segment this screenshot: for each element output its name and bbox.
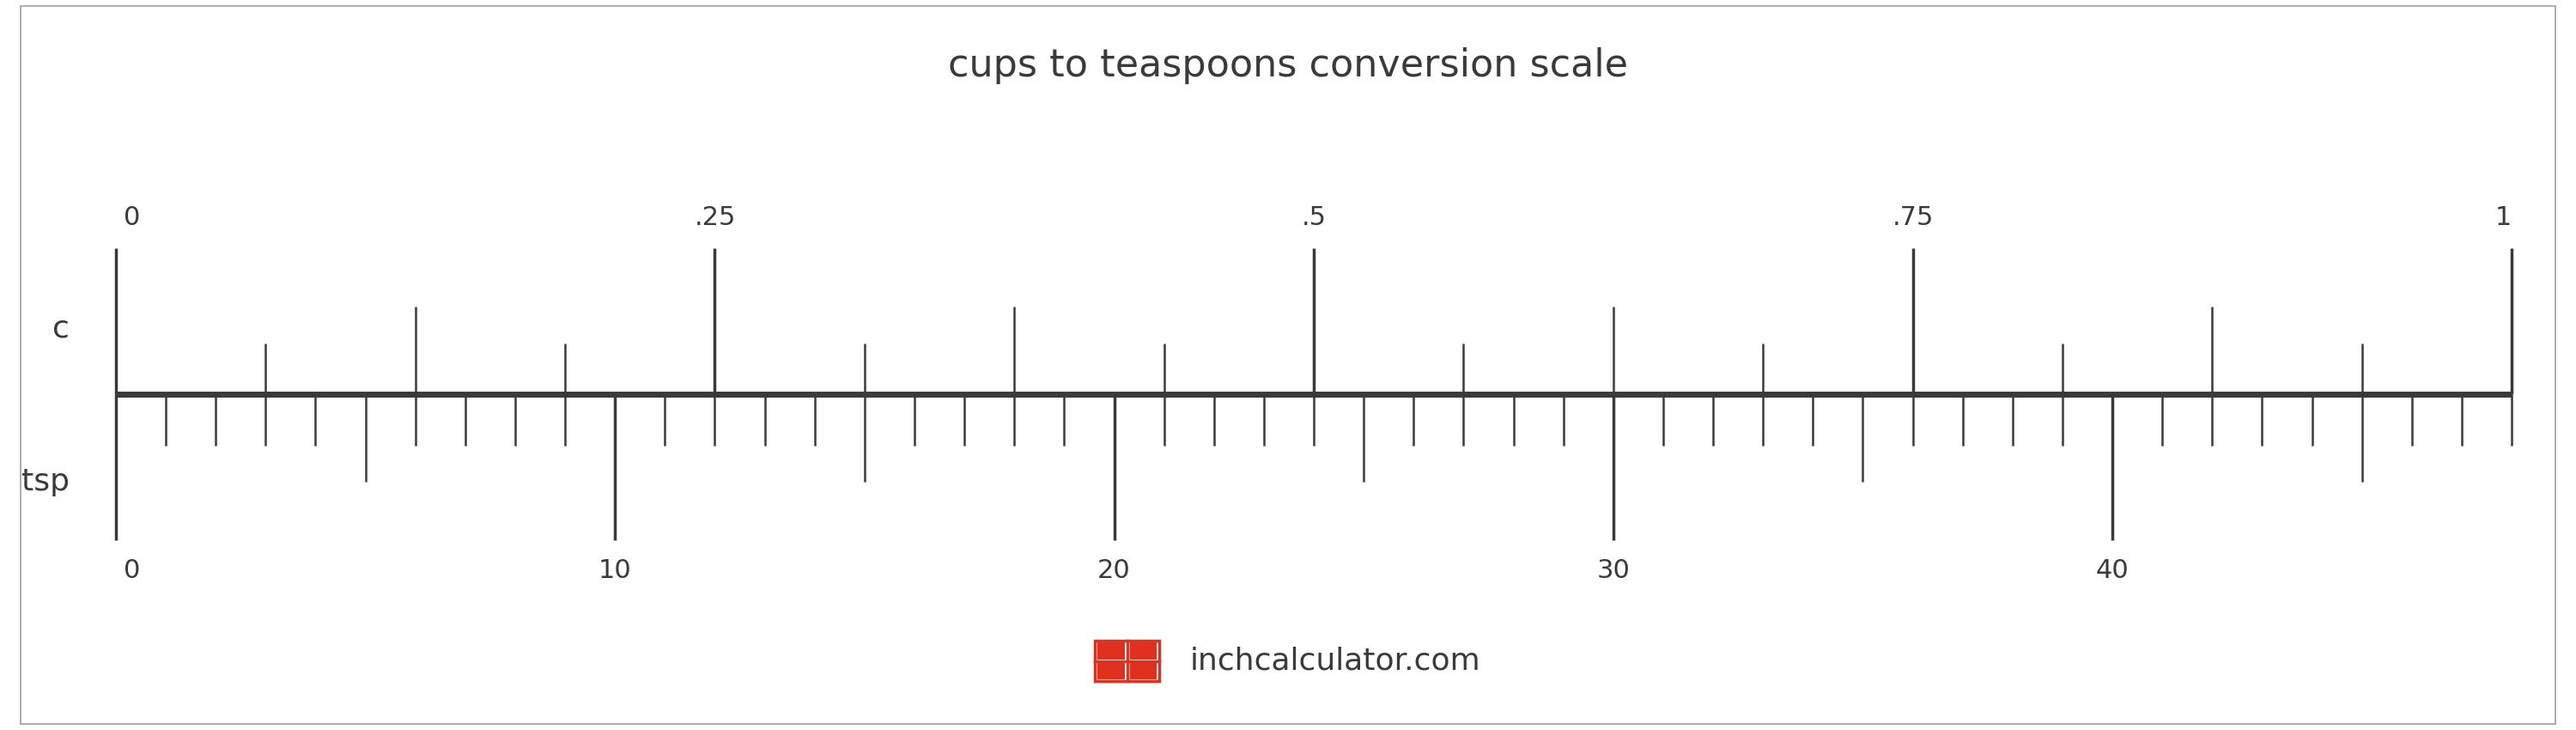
Text: c: c xyxy=(52,314,70,343)
FancyBboxPatch shape xyxy=(1128,663,1157,680)
Text: 0: 0 xyxy=(124,558,139,583)
FancyBboxPatch shape xyxy=(1128,642,1157,660)
Text: .5: .5 xyxy=(1301,205,1327,230)
Text: 20: 20 xyxy=(1097,558,1131,583)
Text: inchcalculator.com: inchcalculator.com xyxy=(1190,646,1481,675)
Text: .75: .75 xyxy=(1891,205,1935,230)
Text: 0: 0 xyxy=(124,205,139,230)
Text: .25: .25 xyxy=(693,205,737,230)
Text: cups to teaspoons conversion scale: cups to teaspoons conversion scale xyxy=(948,47,1628,84)
Text: 1: 1 xyxy=(2496,205,2512,230)
Text: tsp: tsp xyxy=(21,467,70,496)
Text: 30: 30 xyxy=(1597,558,1631,583)
FancyBboxPatch shape xyxy=(1097,642,1123,660)
Text: 10: 10 xyxy=(598,558,631,583)
Text: 40: 40 xyxy=(2097,558,2128,583)
FancyBboxPatch shape xyxy=(1097,663,1123,680)
